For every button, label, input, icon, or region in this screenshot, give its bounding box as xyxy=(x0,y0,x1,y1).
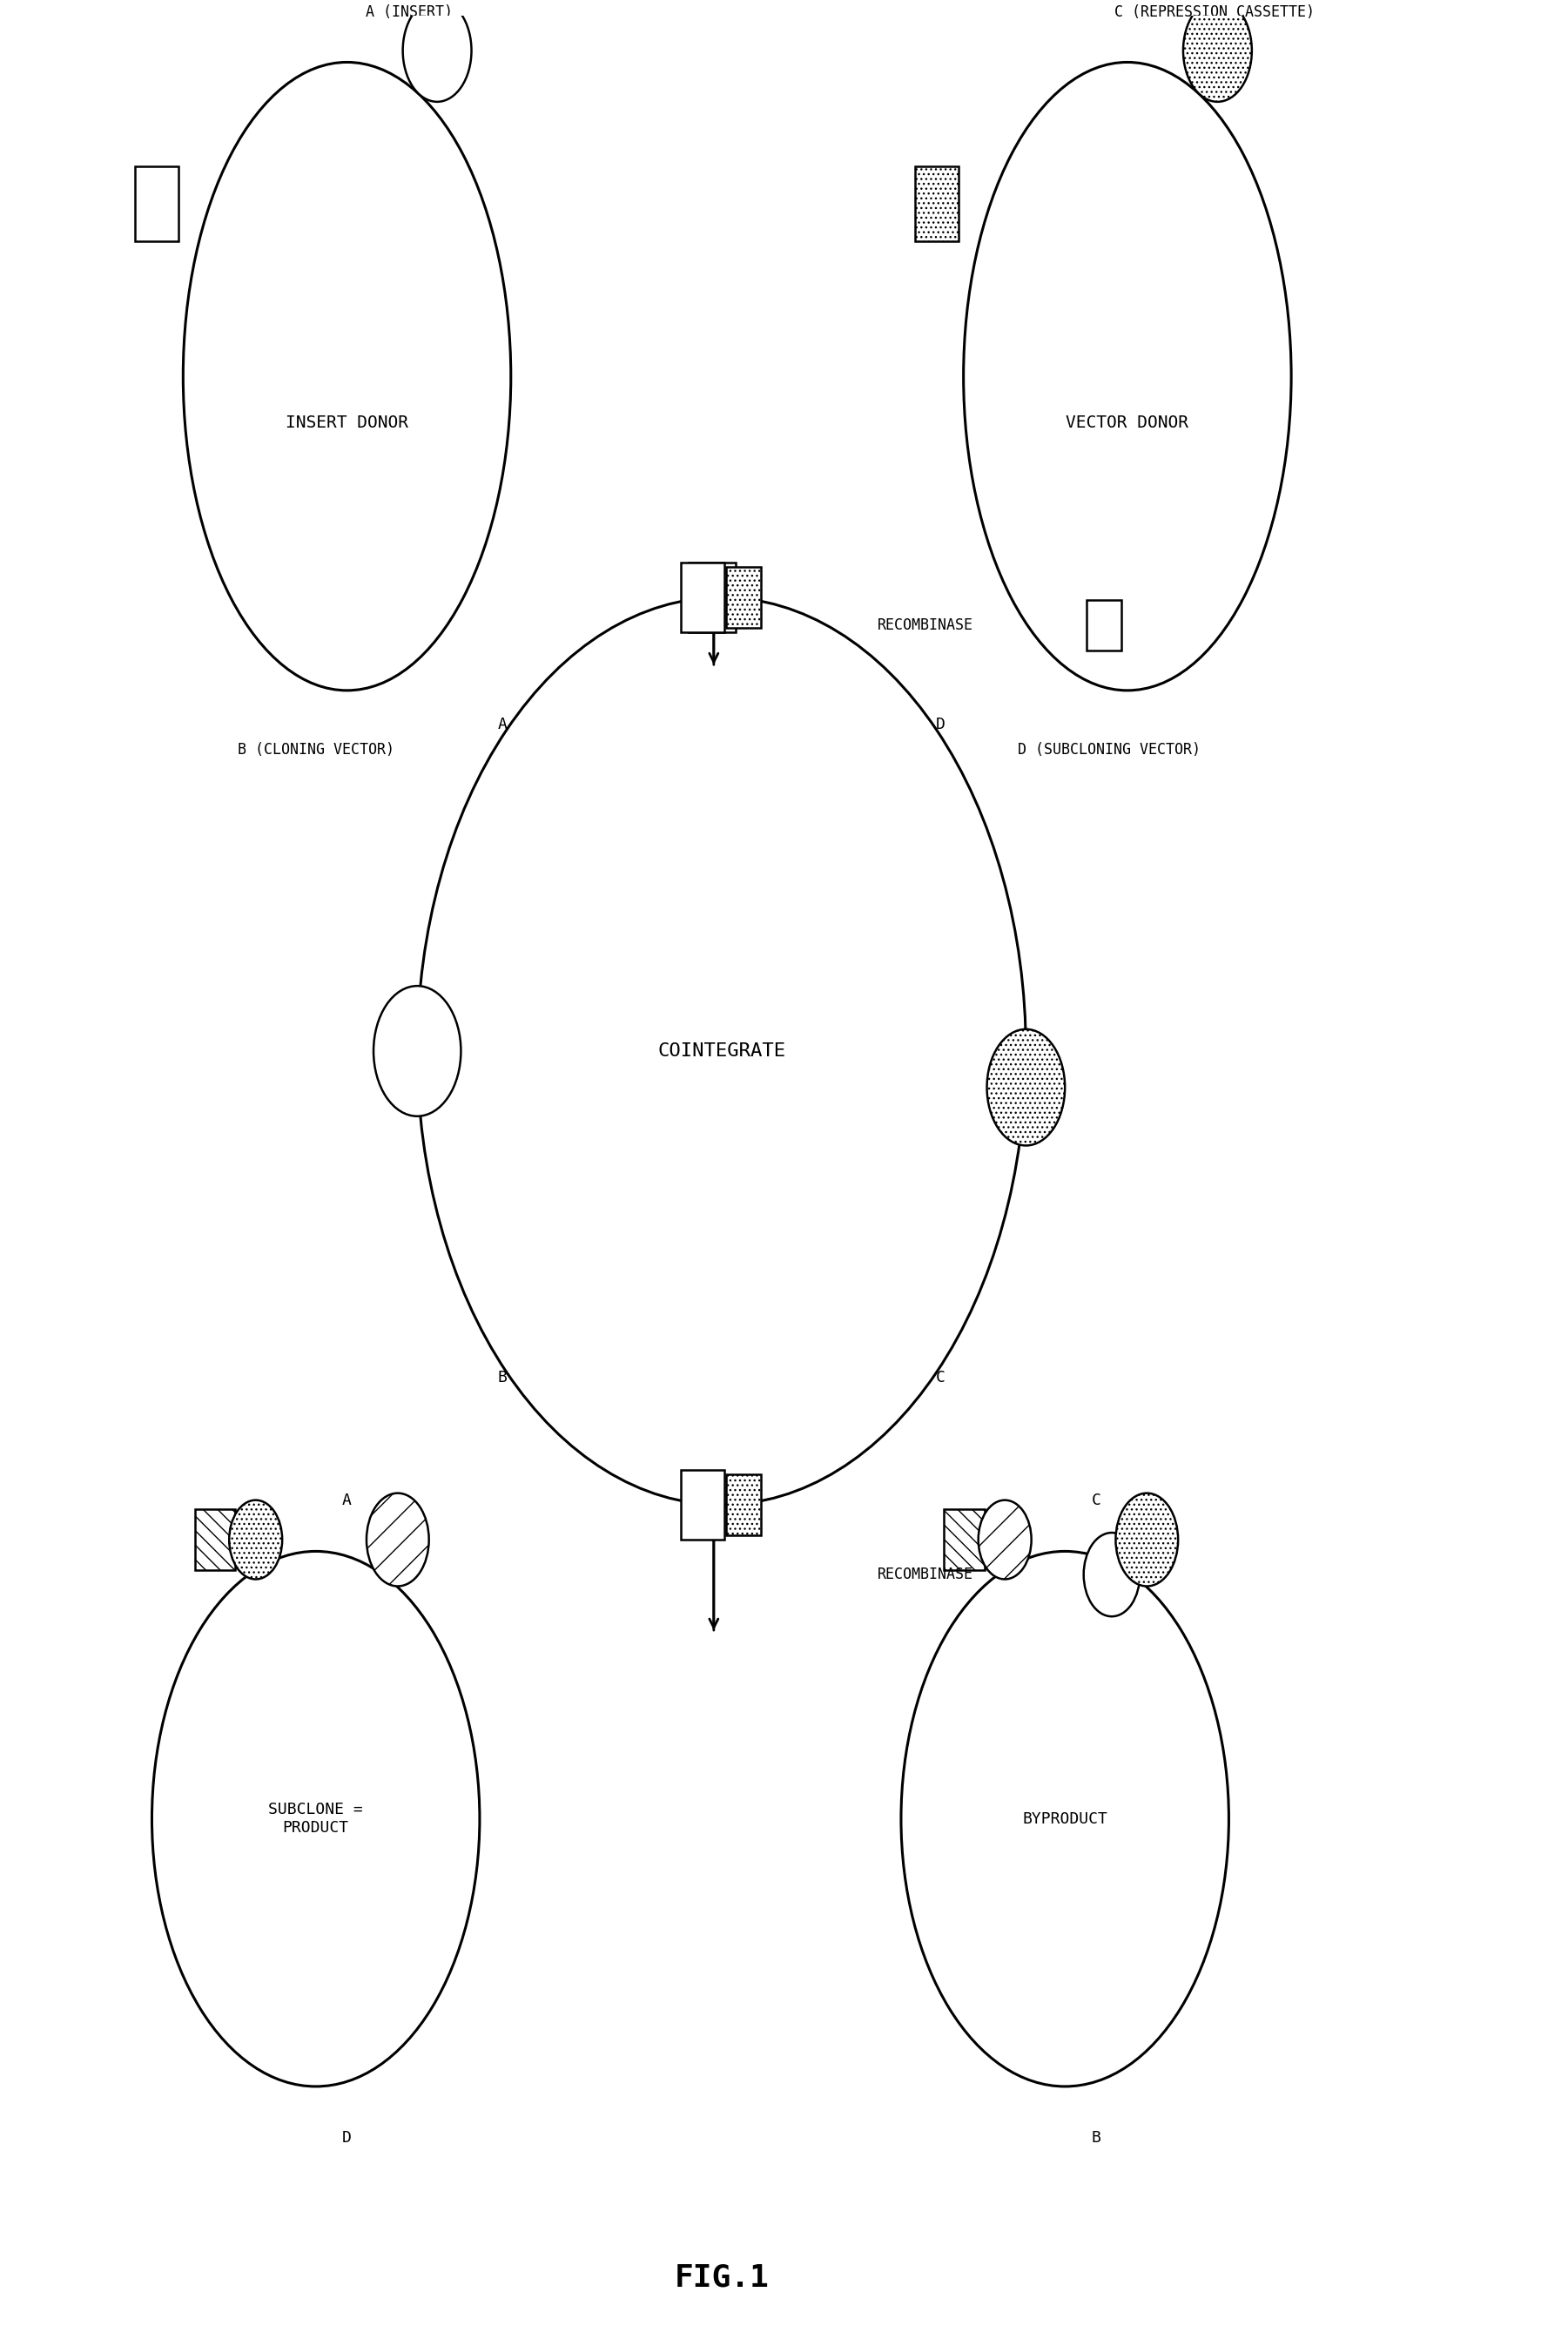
Bar xyxy=(681,563,724,633)
Text: INSERT DONOR: INSERT DONOR xyxy=(285,415,408,432)
Bar xyxy=(726,1476,760,1534)
Text: C: C xyxy=(1091,1492,1101,1508)
Circle shape xyxy=(373,985,461,1117)
Text: B: B xyxy=(1091,2130,1101,2147)
Bar xyxy=(916,167,958,242)
Text: RECOMBINASE: RECOMBINASE xyxy=(878,617,974,633)
Bar xyxy=(1087,601,1121,650)
Text: COINTEGRATE: COINTEGRATE xyxy=(657,1042,786,1060)
Text: RECOMBINASE: RECOMBINASE xyxy=(878,1567,974,1584)
Text: FIG.1: FIG.1 xyxy=(674,2262,768,2292)
Text: A: A xyxy=(342,1492,351,1508)
Text: C (REPRESSION CASSETTE): C (REPRESSION CASSETTE) xyxy=(1115,5,1314,21)
Circle shape xyxy=(978,1499,1032,1579)
Bar xyxy=(194,1508,235,1569)
Circle shape xyxy=(1116,1492,1178,1586)
Circle shape xyxy=(1083,1532,1140,1616)
Circle shape xyxy=(229,1499,282,1579)
Text: D: D xyxy=(936,716,946,732)
Text: VECTOR DONOR: VECTOR DONOR xyxy=(1066,415,1189,432)
Text: D (SUBCLONING VECTOR): D (SUBCLONING VECTOR) xyxy=(1018,741,1201,758)
Text: A: A xyxy=(497,716,506,732)
Text: BYPRODUCT: BYPRODUCT xyxy=(1022,1811,1107,1828)
Text: C: C xyxy=(936,1370,946,1386)
Text: D: D xyxy=(342,2130,351,2147)
Bar xyxy=(726,568,760,629)
Circle shape xyxy=(986,1030,1065,1145)
Bar xyxy=(135,167,179,242)
Bar xyxy=(944,1508,985,1569)
Bar xyxy=(688,563,735,633)
Circle shape xyxy=(367,1492,430,1586)
Text: A (INSERT): A (INSERT) xyxy=(365,5,453,21)
Circle shape xyxy=(403,0,472,101)
Bar xyxy=(681,1471,724,1539)
Text: SUBCLONE =
PRODUCT: SUBCLONE = PRODUCT xyxy=(268,1802,364,1837)
Circle shape xyxy=(1184,0,1251,101)
Text: B: B xyxy=(497,1370,506,1386)
Text: B (CLONING VECTOR): B (CLONING VECTOR) xyxy=(238,741,395,758)
